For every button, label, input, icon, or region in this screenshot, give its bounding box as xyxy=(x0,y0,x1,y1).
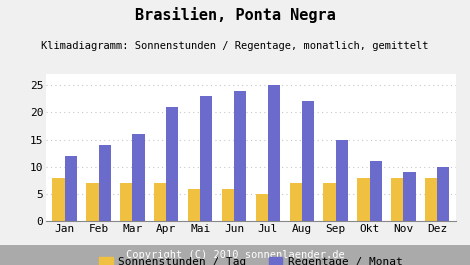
Bar xyxy=(256,194,268,221)
Bar xyxy=(133,134,145,221)
Bar xyxy=(222,189,234,221)
Bar xyxy=(290,183,302,221)
Text: Klimadiagramm: Sonnenstunden / Regentage, monatlich, gemittelt: Klimadiagramm: Sonnenstunden / Regentage… xyxy=(41,41,429,51)
Bar xyxy=(268,85,280,221)
Bar xyxy=(302,101,314,221)
Bar xyxy=(437,167,449,221)
Bar xyxy=(369,161,382,221)
Bar xyxy=(391,178,403,221)
Bar xyxy=(188,189,200,221)
Bar xyxy=(234,91,246,221)
Bar xyxy=(403,172,415,221)
Bar xyxy=(154,183,166,221)
Bar xyxy=(336,140,348,221)
Bar xyxy=(120,183,133,221)
Bar xyxy=(425,178,437,221)
Bar xyxy=(166,107,179,221)
Bar xyxy=(357,178,369,221)
Bar xyxy=(53,178,65,221)
Text: Copyright (C) 2010 sonnenlaender.de: Copyright (C) 2010 sonnenlaender.de xyxy=(125,250,345,260)
Bar xyxy=(65,156,77,221)
Bar xyxy=(200,96,212,221)
Bar xyxy=(86,183,99,221)
Text: Brasilien, Ponta Negra: Brasilien, Ponta Negra xyxy=(134,7,336,23)
Bar xyxy=(99,145,111,221)
Legend: Sonnenstunden / Tag, Regentage / Monat: Sonnenstunden / Tag, Regentage / Monat xyxy=(97,255,405,265)
Bar xyxy=(323,183,336,221)
